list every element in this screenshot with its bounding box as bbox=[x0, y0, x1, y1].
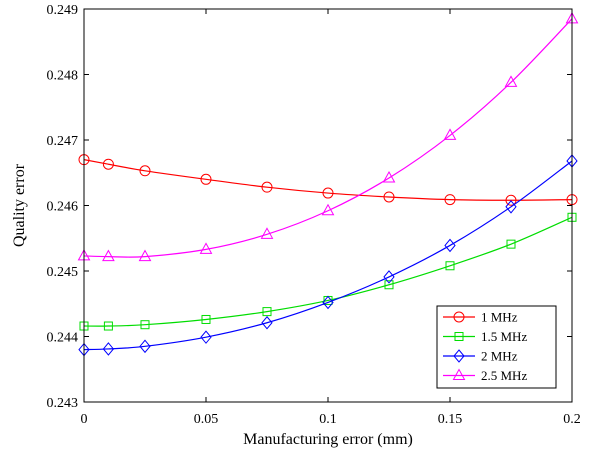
data-point-circle bbox=[383, 191, 395, 203]
legend-item: 1.5 MHz bbox=[443, 329, 527, 344]
y-tick-label: 0.245 bbox=[47, 265, 79, 280]
x-tick-label: 0.05 bbox=[194, 412, 219, 427]
data-point-circle bbox=[322, 187, 334, 199]
data-point-diamond bbox=[505, 200, 517, 214]
data-point-square bbox=[140, 320, 150, 330]
data-point-circle bbox=[261, 181, 273, 193]
data-point-triangle bbox=[260, 227, 274, 239]
x-tick-label: 0.2 bbox=[563, 412, 581, 427]
data-point-triangle bbox=[321, 203, 335, 216]
legend-marker-square bbox=[454, 332, 464, 341]
legend-item: 2 MHz bbox=[443, 349, 518, 364]
legend-label: 1 MHz bbox=[481, 310, 518, 325]
y-tick-label: 0.248 bbox=[47, 69, 79, 84]
data-point-circle bbox=[444, 194, 456, 206]
data-point-diamond bbox=[444, 238, 456, 253]
y-tick-label: 0.244 bbox=[47, 331, 79, 346]
legend-item: 2.5 MHz bbox=[443, 368, 527, 383]
data-point-square bbox=[262, 307, 272, 317]
data-point-square bbox=[201, 314, 211, 324]
series-line bbox=[83, 216, 573, 327]
data-point-triangle bbox=[382, 170, 396, 183]
series-circle bbox=[78, 154, 578, 206]
legend-marker-circle bbox=[453, 311, 465, 323]
x-tick-label: 0 bbox=[81, 412, 88, 427]
data-point-diamond bbox=[383, 270, 395, 284]
data-point-triangle bbox=[102, 249, 115, 262]
data-point-triangle bbox=[199, 242, 213, 254]
series-line bbox=[83, 159, 573, 201]
x-tick-label: 0.1 bbox=[319, 412, 337, 427]
data-point-triangle bbox=[443, 128, 457, 140]
series-diamond bbox=[78, 154, 578, 357]
legend-label: 2 MHz bbox=[481, 349, 518, 364]
data-point-triangle bbox=[138, 249, 152, 262]
data-point-square bbox=[445, 261, 455, 271]
ticks-group: 0 0.05 0.1 0.15 0.2 0.243 0.244 0.245 0.246 0.247… bbox=[47, 3, 581, 427]
data-point-triangle bbox=[504, 75, 518, 87]
y-tick-label: 0.247 bbox=[47, 134, 79, 149]
legend-marker-triangle bbox=[452, 368, 466, 380]
data-point-square bbox=[103, 321, 113, 331]
data-point-circle bbox=[505, 194, 517, 206]
data-point-diamond bbox=[261, 315, 273, 330]
legend-label: 2.5 MHz bbox=[481, 368, 527, 383]
series-group bbox=[77, 11, 579, 357]
series-line bbox=[83, 160, 573, 351]
legend: 1 MHz 1.5 MHz 2 MHz 2.5 MHz bbox=[436, 305, 557, 389]
y-tick-label: 0.243 bbox=[47, 396, 79, 411]
y-tick-label: 0.246 bbox=[47, 200, 79, 215]
data-point-circle bbox=[200, 173, 212, 185]
data-point-diamond bbox=[200, 330, 212, 344]
data-point-diamond bbox=[102, 342, 115, 356]
y-tick-label: 0.249 bbox=[47, 3, 79, 18]
legend-label: 1.5 MHz bbox=[481, 329, 527, 344]
data-point-square bbox=[384, 280, 394, 290]
x-axis-title: Manufacturing error (mm) bbox=[243, 431, 413, 448]
legend-item: 1 MHz bbox=[443, 310, 518, 325]
series-triangle bbox=[77, 11, 579, 262]
series-line bbox=[83, 18, 573, 258]
data-point-diamond bbox=[322, 295, 334, 310]
y-axis-title: Quality error bbox=[11, 163, 28, 247]
legend-marker-diamond bbox=[453, 349, 465, 363]
x-tick-label: 0.15 bbox=[438, 412, 463, 427]
data-point-circle bbox=[102, 158, 114, 170]
data-point-circle bbox=[139, 165, 151, 177]
data-point-square bbox=[506, 239, 516, 249]
data-point-diamond bbox=[139, 339, 151, 354]
